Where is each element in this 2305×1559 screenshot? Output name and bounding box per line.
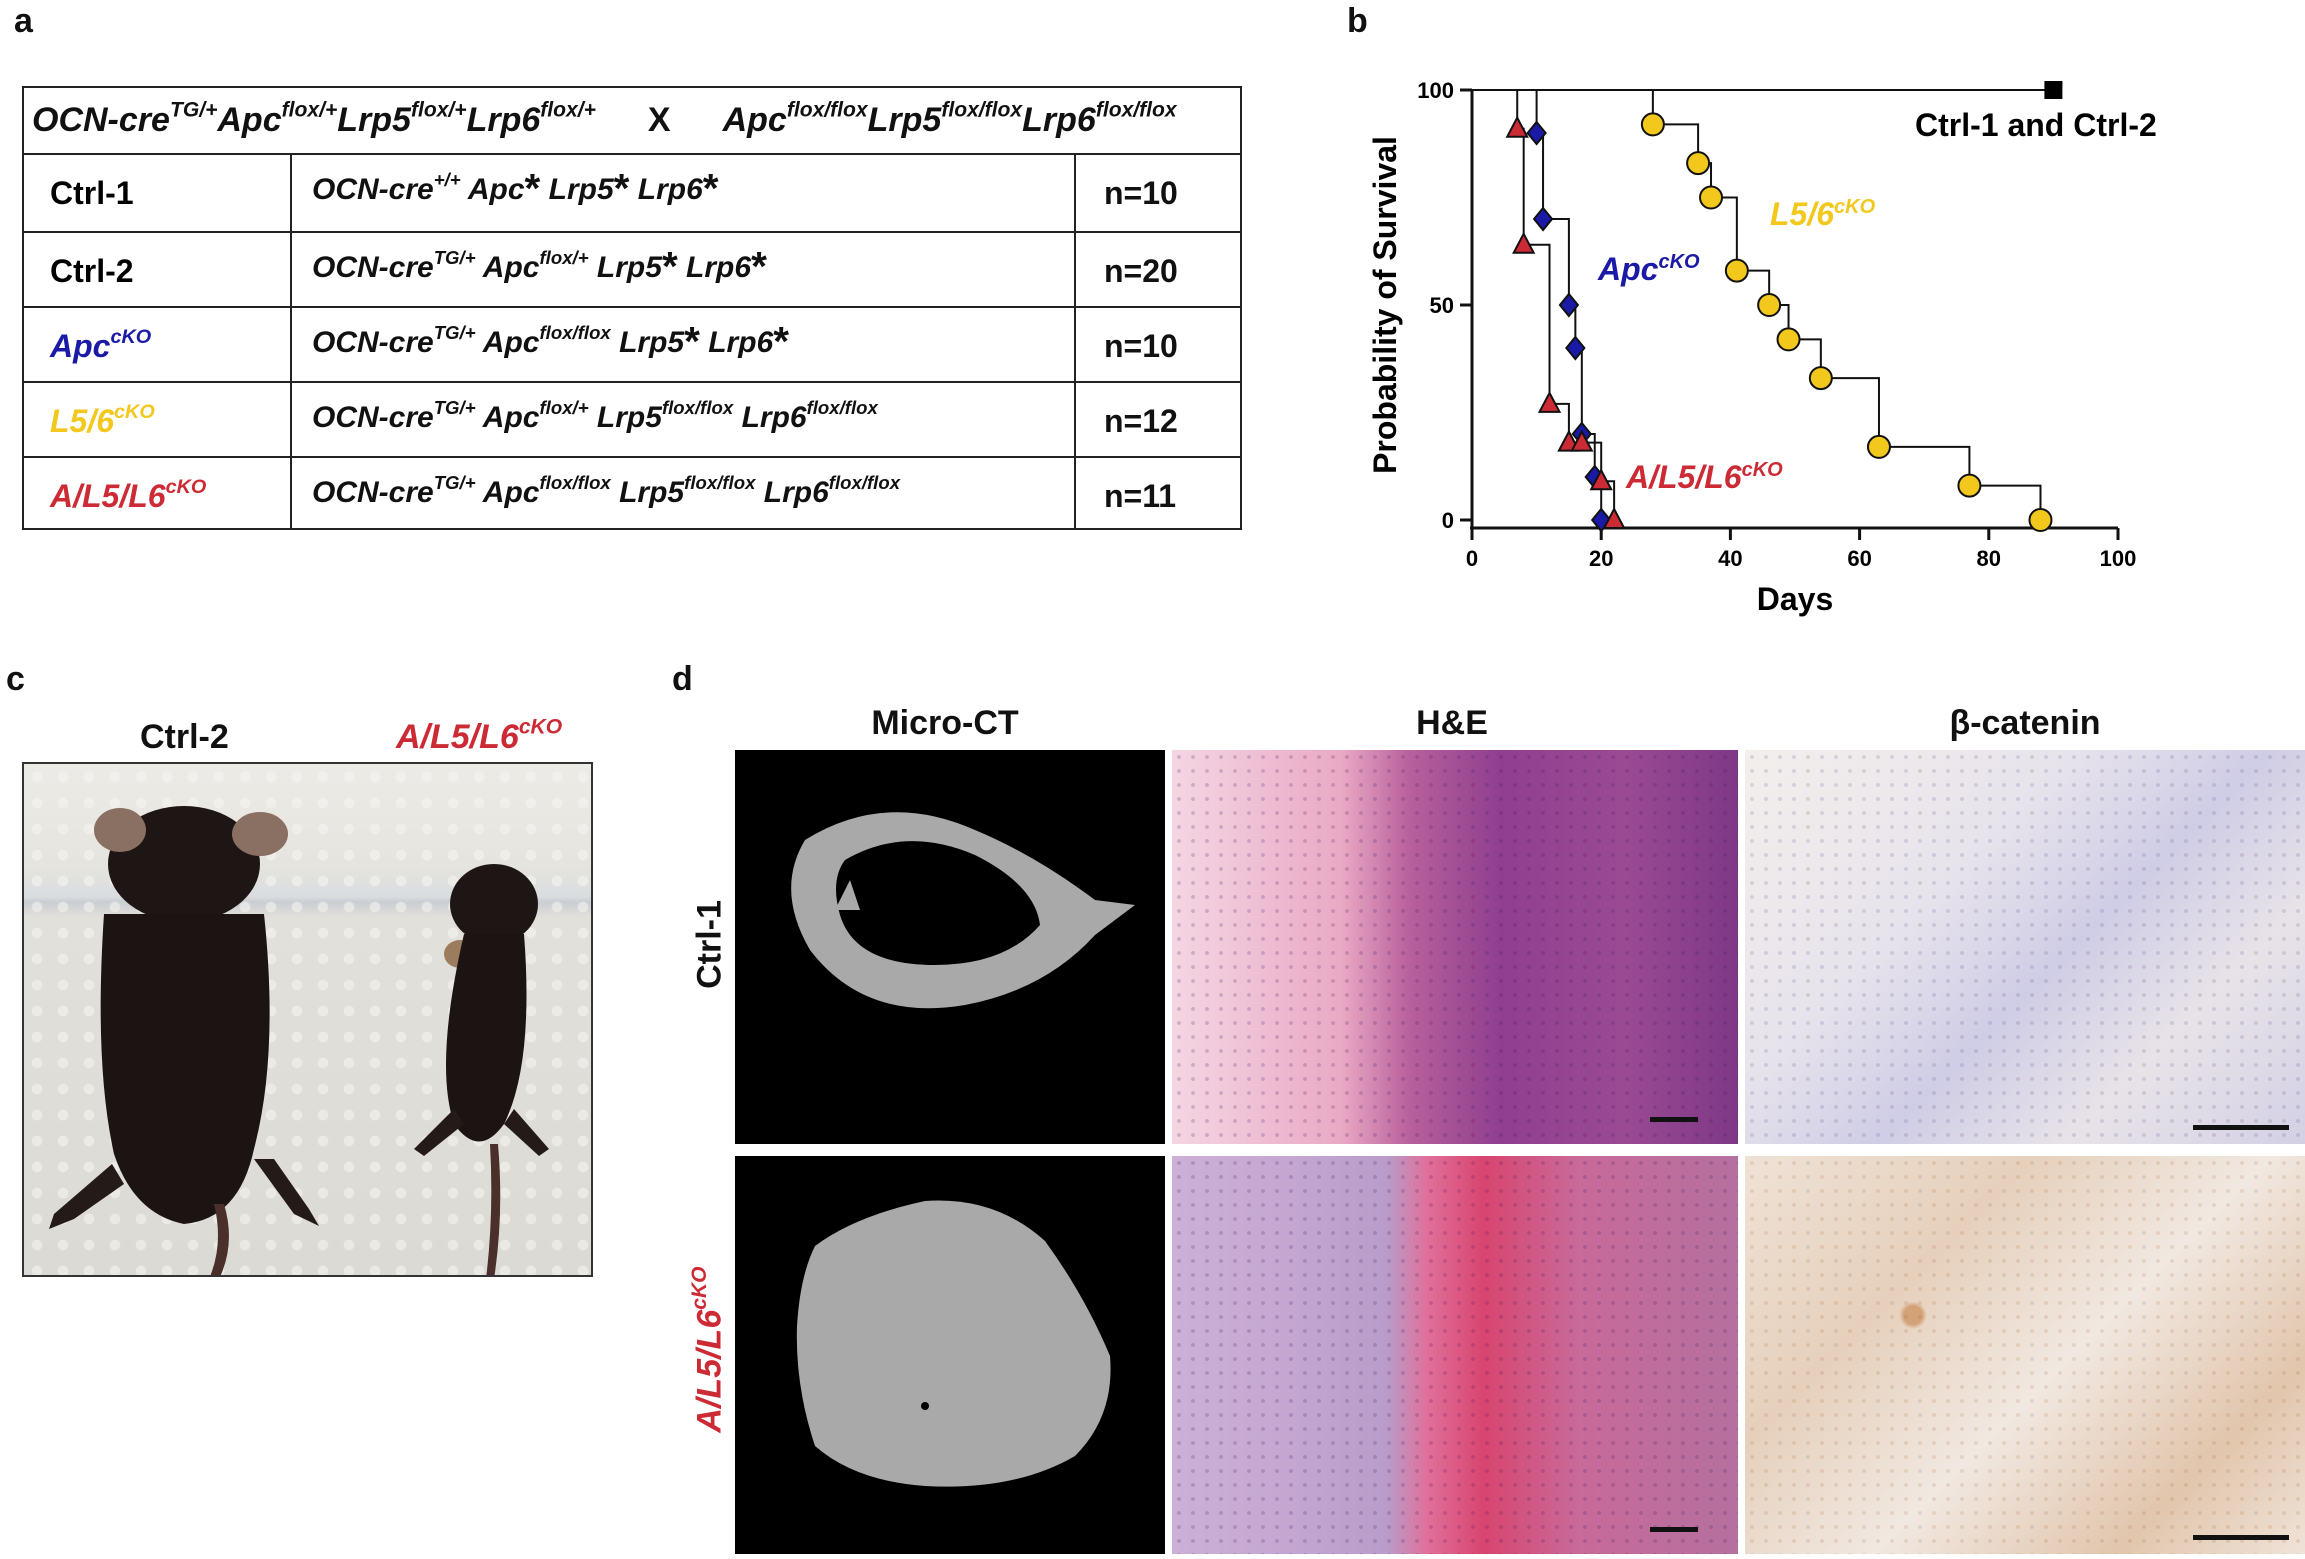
group-name: A/L5/L6cKO — [50, 476, 207, 514]
he-ctrl1-image — [1172, 750, 1738, 1144]
group-genotype: OCN-creTG/+ Apcflox/flox Lrp5flox/flox L… — [312, 471, 901, 509]
panel-letter-c: c — [6, 660, 25, 698]
data-point — [1526, 120, 1547, 146]
x-axis-title: Days — [1757, 581, 1834, 617]
cross-left-genotype: OCN-creTG/+Apcflox/+Lrp5flox/+Lrp6flox/+ — [32, 98, 596, 139]
data-point — [1537, 390, 1562, 413]
row-label-ctrl1: Ctrl-1 — [690, 900, 729, 989]
photo-label-triple-cko: A/L5/L6cKO — [396, 715, 563, 756]
chart-labels: Ctrl-1 and Ctrl-2 L5/6cKO ApccKO A/L5/L6cKO — [1597, 107, 2157, 495]
data-point — [1866, 434, 1891, 459]
series-label: Ctrl-1 and Ctrl-2 — [1915, 107, 2157, 143]
column-header-micro-ct: Micro-CT — [871, 704, 1019, 742]
row-label-triple-cko: A/L5/L6cKO — [687, 1266, 729, 1433]
x-tick-label: 100 — [2100, 546, 2137, 571]
group-genotype: OCN-creTG/+ Apcflox/flox Lrp5* Lrp6* — [312, 318, 790, 365]
data-point — [1699, 185, 1724, 210]
scale-bar — [2193, 1125, 2289, 1130]
table-row: L5/6cKO OCN-creTG/+ Apcflox/+ Lrp5flox/fl… — [24, 381, 1240, 456]
table-row: A/L5/L6cKO OCN-creTG/+ Apcflox/flox Lrp5f… — [24, 456, 1240, 531]
data-point — [1602, 506, 1626, 529]
group-name: Ctrl-2 — [50, 253, 134, 289]
panel-letter-d: d — [672, 660, 693, 698]
data-point — [1558, 292, 1580, 318]
data-point — [1776, 327, 1801, 352]
data-point — [1724, 258, 1749, 283]
x-tick-label: 20 — [1589, 546, 1613, 571]
cross-symbol: X — [647, 101, 671, 139]
micro-ct-triple-cko-image — [735, 1156, 1165, 1554]
group-sample-size: n=12 — [1104, 403, 1178, 439]
scale-bar — [1650, 1527, 1698, 1532]
group-sample-size: n=10 — [1104, 328, 1178, 364]
group-genotype: OCN-creTG/+ Apcflox/+ Lrp5flox/flox Lrp6… — [312, 396, 878, 434]
series-line — [1472, 89, 1603, 520]
data-point — [1532, 206, 1554, 232]
table-row: Ctrl-2 OCN-creTG/+ Apcflox/+ Lrp5* Lrp6* n… — [24, 231, 1240, 306]
data-point — [1686, 151, 1711, 176]
mice-photo — [22, 762, 593, 1277]
y-axis-title: Probability of Survival — [1367, 136, 1403, 474]
series-label: ApccKO — [1597, 251, 1700, 287]
x-tick-label: 80 — [1977, 546, 2001, 571]
column-header-beta-catenin: β-catenin — [1949, 704, 2101, 742]
x-tick-label: 0 — [1466, 546, 1478, 571]
data-point — [1589, 468, 1613, 491]
y-tick-label: 0 — [1442, 508, 1454, 533]
photo-label-ctrl2: Ctrl-2 — [140, 718, 229, 756]
table-row: Ctrl-1 OCN-cre+/+ Apc* Lrp5* Lrp6* n=10 — [24, 155, 1240, 230]
chart-series — [1472, 81, 2063, 533]
data-point — [1808, 366, 1833, 391]
y-tick-label: 100 — [1417, 78, 1454, 103]
data-point — [1512, 231, 1536, 254]
data-point — [1957, 473, 1982, 498]
data-point — [1570, 429, 1594, 452]
group-sample-size: n=20 — [1104, 253, 1178, 289]
data-point — [2028, 508, 2053, 532]
data-point — [1757, 293, 1782, 317]
chart-axes: 0 50 100 0 20 40 60 80 100 Days Probability of Sur… — [1367, 78, 2136, 617]
data-point — [1565, 335, 1586, 361]
group-genotype: OCN-creTG/+ Apcflox/+ Lrp5* Lrp6* — [312, 243, 767, 290]
group-genotype: OCN-cre+/+ Apc* Lrp5* Lrp6* — [312, 165, 719, 212]
x-tick-label: 40 — [1718, 546, 1742, 571]
scale-bar — [1650, 1117, 1698, 1122]
table-row: ApccKO OCN-creTG/+ Apcflox/flox Lrp5* Lrp… — [24, 306, 1240, 381]
data-point — [1505, 115, 1529, 138]
y-tick-label: 50 — [1430, 293, 1454, 318]
series-line — [1472, 89, 2042, 520]
scale-bar — [2193, 1535, 2289, 1540]
breeding-cross-header: OCN-creTG/+Apcflox/+Lrp5flox/+Lrp6flox/+… — [24, 88, 1240, 155]
group-sample-size: n=11 — [1104, 478, 1177, 514]
he-triple-cko-image — [1172, 1156, 1738, 1554]
panel-letter-b: b — [1347, 2, 1368, 40]
data-point — [2044, 81, 2063, 99]
column-header-he: H&E — [1416, 704, 1488, 742]
panel-letter-a: a — [14, 2, 33, 40]
x-tick-label: 60 — [1847, 546, 1871, 571]
series-label: A/L5/L6cKO — [1625, 459, 1783, 495]
cross-right-genotype: Apcflox/floxLrp5flox/floxLrp6flox/flox — [722, 98, 1177, 139]
series-label: L5/6cKO — [1770, 196, 1876, 232]
table-column-divider — [290, 155, 292, 528]
genotype-table: OCN-creTG/+Apcflox/+Lrp5flox/+Lrp6flox/+… — [22, 86, 1242, 530]
table-column-divider — [1074, 155, 1076, 528]
beta-catenin-ctrl1-image — [1745, 750, 2305, 1144]
micro-ct-ctrl1-image — [735, 750, 1165, 1144]
group-name: L5/6cKO — [50, 401, 155, 439]
group-name: Ctrl-1 — [50, 175, 134, 211]
data-point — [1640, 112, 1665, 137]
survival-chart: 0 50 100 0 20 40 60 80 100 Days Probability of Sur… — [1367, 78, 2157, 617]
group-sample-size: n=10 — [1104, 175, 1178, 211]
mice-illustration — [49, 806, 549, 1275]
group-name: ApccKO — [50, 326, 152, 364]
beta-catenin-triple-cko-image — [1745, 1156, 2305, 1554]
